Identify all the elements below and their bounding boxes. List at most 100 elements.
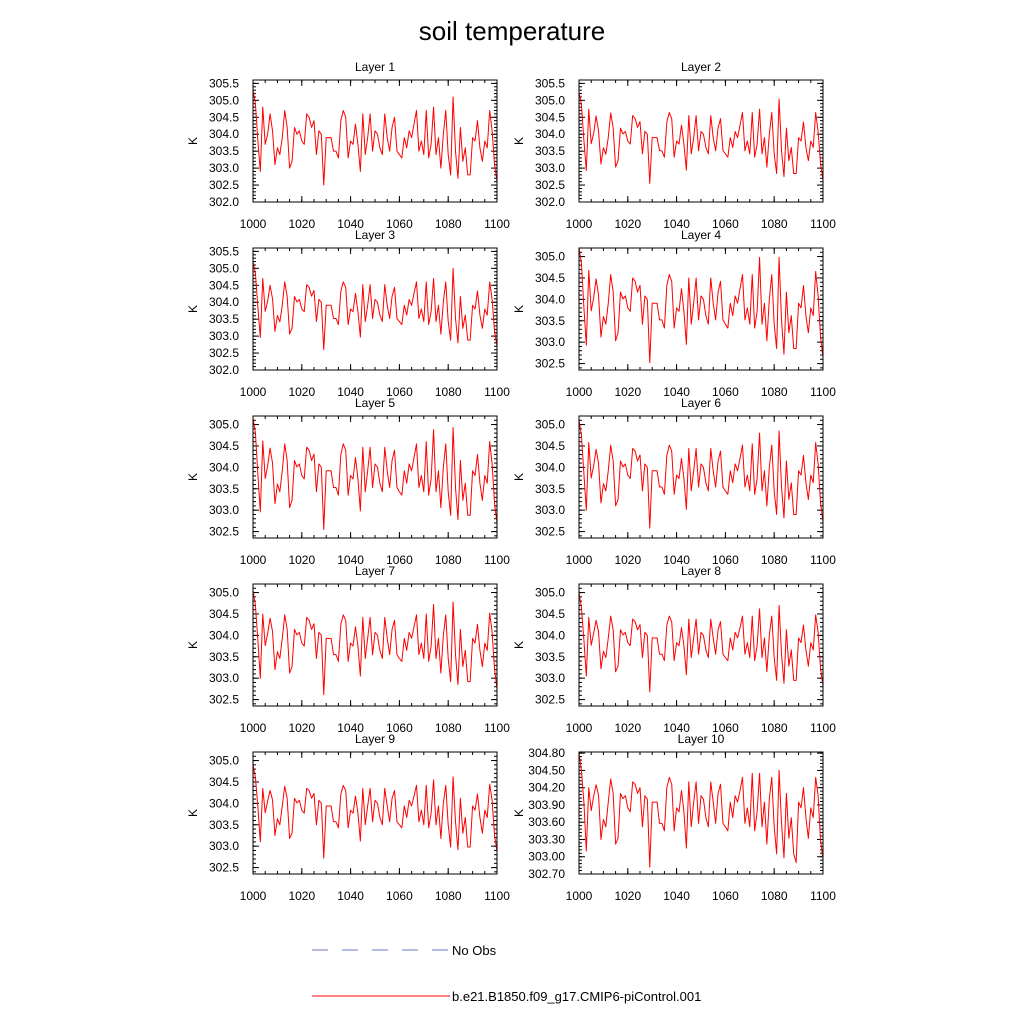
y-axis-label: K [186, 137, 200, 145]
plot-frame [578, 583, 824, 707]
x-tick-label: 1060 [386, 385, 413, 399]
y-tick-label: 303.0 [209, 329, 239, 343]
y-axis-label: K [512, 305, 526, 313]
panel-title: Layer 7 [355, 564, 395, 578]
y-tick-label: 302.0 [209, 195, 239, 209]
chart-panel: Layer 1 K 1000 1020 1040 1060 1080 1100 302.0 302… [186, 60, 510, 231]
x-tick-label: 1040 [663, 721, 690, 735]
x-tick-label: 1020 [288, 889, 315, 903]
y-tick-label: 303.5 [209, 482, 239, 496]
y-axis-label: K [512, 809, 526, 817]
chart-panel: Layer 5 K 1000 1020 1040 1060 1080 1100 302.5 303… [186, 396, 510, 567]
x-tick-label: 1080 [435, 889, 462, 903]
series-line [578, 91, 824, 184]
x-tick-label: 1100 [810, 217, 836, 231]
y-tick-label: 304.5 [535, 607, 565, 621]
panel-title: Layer 5 [355, 396, 395, 410]
x-tick-label: 1080 [435, 385, 462, 399]
x-tick-label: 1020 [288, 553, 315, 567]
x-tick-label: 1000 [566, 553, 593, 567]
y-axis-label: K [186, 473, 200, 481]
x-tick-label: 1060 [712, 217, 739, 231]
x-tick-label: 1000 [240, 553, 267, 567]
y-tick-label: 305.0 [209, 754, 239, 768]
y-tick-label: 304.5 [535, 439, 565, 453]
y-tick-label: 304.0 [209, 796, 239, 810]
x-tick-label: 1080 [761, 721, 788, 735]
y-tick-label: 302.5 [535, 178, 565, 192]
y-tick-label: 304.0 [535, 292, 565, 306]
y-tick-label: 304.0 [535, 127, 565, 141]
y-tick-label: 303.0 [535, 671, 565, 685]
x-tick-label: 1040 [337, 889, 364, 903]
y-tick-label: 304.0 [209, 460, 239, 474]
y-tick-label: 303.0 [209, 161, 239, 175]
y-axis-label: K [186, 305, 200, 313]
y-tick-label: 303.5 [535, 482, 565, 496]
x-tick-label: 1060 [712, 889, 739, 903]
x-tick-label: 1060 [712, 385, 739, 399]
x-tick-label: 1060 [386, 721, 413, 735]
series-line [252, 764, 498, 859]
x-tick-label: 1020 [614, 385, 641, 399]
y-tick-label: 305.5 [209, 76, 239, 90]
x-tick-label: 1040 [663, 553, 690, 567]
chart-panel: Layer 6 K 1000 1020 1040 1060 1080 1100 302.5 303… [512, 396, 836, 567]
plot-frame [578, 415, 824, 539]
series-line [252, 261, 498, 351]
y-tick-label: 304.5 [209, 110, 239, 124]
x-tick-label: 1100 [484, 553, 510, 567]
y-tick-label: 303.5 [535, 144, 565, 158]
y-tick-label: 304.5 [535, 110, 565, 124]
panels-grid: Layer 1 K 1000 1020 1040 1060 1080 1100 302.0 302… [186, 60, 836, 903]
chart-panel: Layer 3 K 1000 1020 1040 1060 1080 1100 302.0 302… [186, 228, 510, 399]
y-tick-label: 303.0 [535, 335, 565, 349]
x-tick-label: 1100 [810, 385, 836, 399]
y-tick-label: 302.5 [535, 693, 565, 707]
x-tick-label: 1000 [240, 217, 267, 231]
series-line [578, 592, 824, 693]
y-axis-label: K [512, 473, 526, 481]
chart-panel: Layer 4 K 1000 1020 1040 1060 1080 1100 302.5 303… [512, 228, 836, 399]
x-tick-label: 1000 [566, 889, 593, 903]
panel-title: Layer 6 [681, 396, 721, 410]
x-tick-label: 1080 [761, 889, 788, 903]
y-tick-label: 304.0 [209, 127, 239, 141]
main-title: soil temperature [419, 16, 605, 46]
series-line [252, 90, 498, 186]
chart-panel: Layer 7 K 1000 1020 1040 1060 1080 1100 302.5 303… [186, 564, 510, 735]
y-tick-label: 305.0 [535, 418, 565, 432]
plot-frame [578, 247, 824, 371]
x-tick-label: 1000 [566, 385, 593, 399]
series-line [578, 247, 824, 364]
y-axis-label: K [512, 641, 526, 649]
x-tick-label: 1040 [663, 217, 690, 231]
plot-frame [252, 415, 498, 539]
x-tick-label: 1100 [484, 217, 510, 231]
y-tick-label: 303.5 [535, 650, 565, 664]
x-tick-label: 1020 [614, 721, 641, 735]
y-tick-label: 303.60 [528, 815, 565, 829]
x-tick-label: 1100 [484, 385, 510, 399]
x-tick-label: 1040 [337, 721, 364, 735]
x-tick-label: 1000 [240, 385, 267, 399]
plot-frame [252, 247, 498, 371]
y-tick-label: 302.5 [535, 525, 565, 539]
x-tick-label: 1100 [484, 721, 510, 735]
y-tick-label: 303.5 [209, 312, 239, 326]
chart-panel: Layer 8 K 1000 1020 1040 1060 1080 1100 302.5 303… [512, 564, 836, 735]
y-tick-label: 303.30 [528, 832, 565, 846]
x-tick-label: 1020 [614, 217, 641, 231]
y-tick-label: 302.5 [209, 693, 239, 707]
x-tick-label: 1100 [810, 721, 836, 735]
x-tick-label: 1080 [761, 217, 788, 231]
y-tick-label: 304.5 [209, 607, 239, 621]
y-tick-label: 305.0 [535, 250, 565, 264]
y-tick-label: 305.0 [535, 586, 565, 600]
x-tick-label: 1040 [663, 889, 690, 903]
series-line [578, 753, 824, 868]
y-tick-label: 304.5 [209, 278, 239, 292]
y-tick-label: 303.0 [209, 839, 239, 853]
y-tick-label: 305.0 [209, 93, 239, 107]
